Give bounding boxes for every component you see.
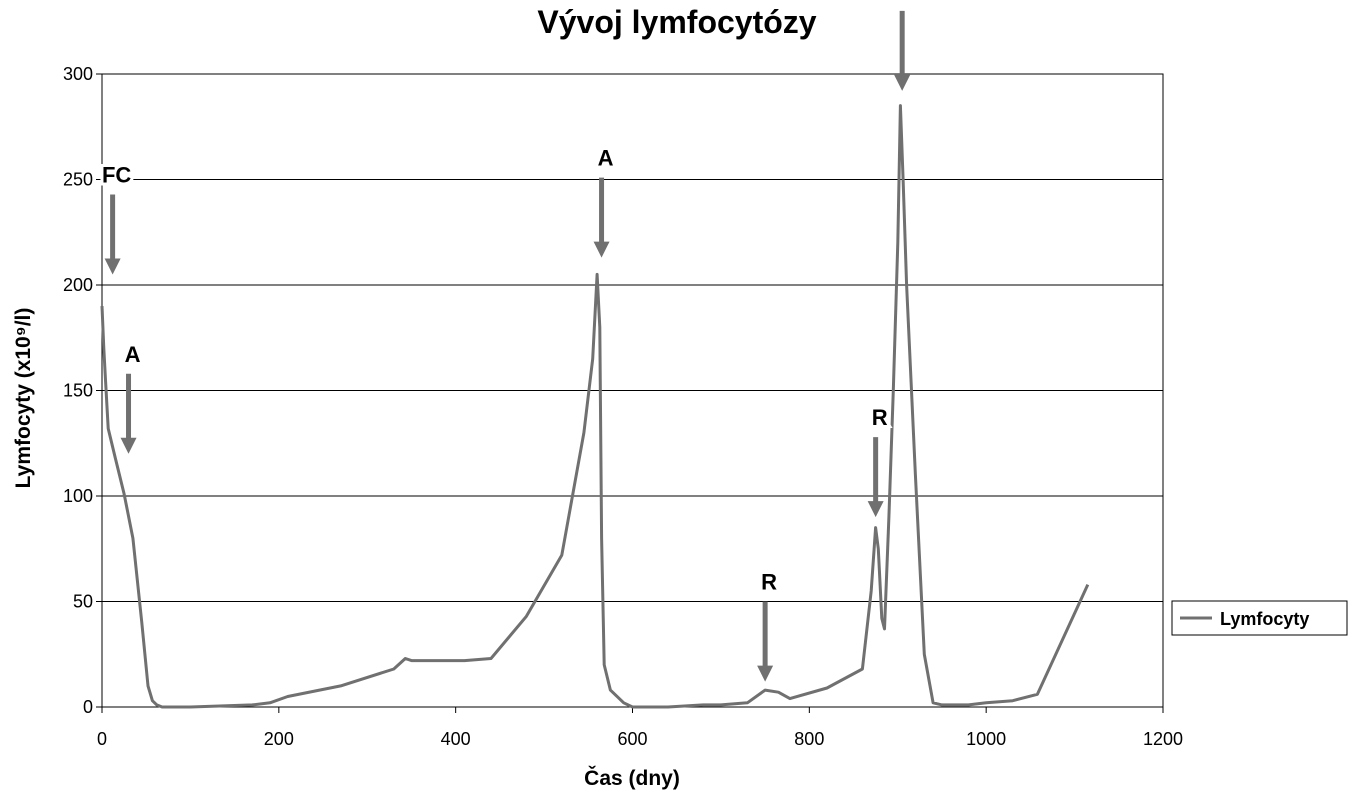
y-tick-label-100: 100 xyxy=(63,486,93,506)
series-layer xyxy=(100,104,1090,709)
x-tick-label-0: 0 xyxy=(97,729,107,749)
y-tick-label-150: 150 xyxy=(63,381,93,401)
x-tick-labels: 0 200 400 600 800 1000 1200 xyxy=(97,729,1183,749)
x-tick-label-1000: 1000 xyxy=(966,729,1006,749)
annotation-arrow-head xyxy=(593,241,610,258)
annotation-a-3: A xyxy=(894,0,917,91)
annotation-label: A xyxy=(898,0,914,4)
annotation-arrow-head xyxy=(757,665,774,682)
annotation-label: FC xyxy=(102,162,131,187)
annotations: FC A A A R R xyxy=(99,0,917,682)
annotation-a-2: A xyxy=(593,143,617,258)
annotation-label: A xyxy=(125,342,141,367)
y-tick-labels: 0 50 100 150 200 250 300 xyxy=(63,64,93,717)
annotation-arrow-head xyxy=(867,501,884,518)
y-axis-title: Lymfocyty (x10⁹/l) xyxy=(12,308,35,489)
annotation-r-4: R xyxy=(757,567,780,682)
grid-lines xyxy=(96,73,1163,708)
x-tick-label-800: 800 xyxy=(794,729,824,749)
annotation-arrow-head xyxy=(104,258,121,275)
series-line-0 xyxy=(100,104,1090,709)
legend: Lymfocyty xyxy=(1171,600,1348,636)
x-axis-title: Čas (dny) xyxy=(584,766,680,790)
annotation-label: R xyxy=(872,405,888,430)
annotation-arrow-head xyxy=(894,74,911,91)
x-tick-label-1200: 1200 xyxy=(1143,729,1183,749)
annotation-arrow-head xyxy=(120,437,137,454)
x-tick-label-600: 600 xyxy=(617,729,647,749)
y-tick-label-50: 50 xyxy=(73,592,93,612)
x-tick-label-400: 400 xyxy=(441,729,471,749)
annotation-a-1: A xyxy=(120,339,144,454)
annotation-r-5: R xyxy=(867,402,891,518)
x-tick-label-200: 200 xyxy=(264,729,294,749)
axes xyxy=(101,73,1164,713)
y-tick-label-250: 250 xyxy=(63,170,93,190)
legend-label: Lymfocyty xyxy=(1220,609,1309,629)
annotation-label: A xyxy=(598,146,614,171)
annotation-label: R xyxy=(761,570,777,595)
y-tick-label-200: 200 xyxy=(63,275,93,295)
chart-title: Vývoj lymfocytózy xyxy=(537,4,816,40)
annotation-fc-0: FC xyxy=(99,159,134,275)
y-tick-label-300: 300 xyxy=(63,64,93,84)
y-tick-label-0: 0 xyxy=(83,697,93,717)
legend-box xyxy=(1171,600,1348,636)
